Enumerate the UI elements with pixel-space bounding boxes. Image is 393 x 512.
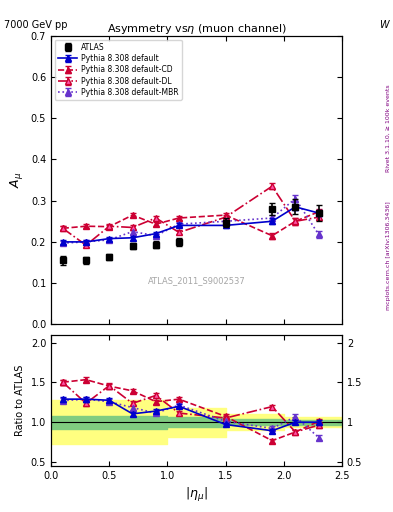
Title: Asymmetry vs$\eta$ (muon channel): Asymmetry vs$\eta$ (muon channel) bbox=[107, 22, 286, 36]
Y-axis label: Ratio to ATLAS: Ratio to ATLAS bbox=[15, 365, 25, 436]
Text: ATLAS_2011_S9002537: ATLAS_2011_S9002537 bbox=[148, 276, 245, 286]
Text: Rivet 3.1.10, ≥ 100k events: Rivet 3.1.10, ≥ 100k events bbox=[386, 84, 391, 172]
Legend: ATLAS, Pythia 8.308 default, Pythia 8.308 default-CD, Pythia 8.308 default-DL, P: ATLAS, Pythia 8.308 default, Pythia 8.30… bbox=[55, 39, 182, 100]
X-axis label: $|\eta_\mu|$: $|\eta_\mu|$ bbox=[185, 486, 208, 504]
Text: mcplots.cern.ch [arXiv:1306.3436]: mcplots.cern.ch [arXiv:1306.3436] bbox=[386, 202, 391, 310]
Text: W: W bbox=[380, 20, 389, 31]
Text: 7000 GeV pp: 7000 GeV pp bbox=[4, 20, 68, 31]
Y-axis label: $A_\mu$: $A_\mu$ bbox=[8, 172, 25, 188]
